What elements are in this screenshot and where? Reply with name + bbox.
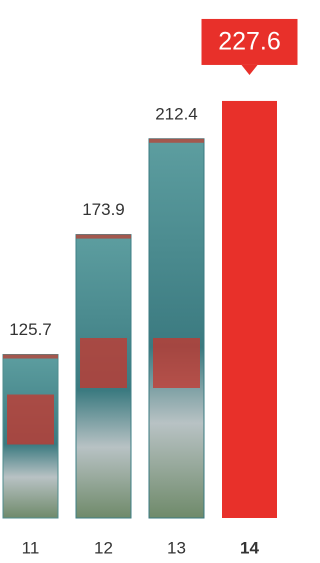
value-label: 125.7 (9, 320, 52, 339)
value-label: 212.4 (155, 104, 198, 123)
bar-photo-detail (3, 355, 58, 359)
bar-photo-detail (80, 338, 127, 388)
chart: 125.7 11 173.9 12 212.4 13 227.6 14 (0, 0, 300, 563)
x-tick-label: 13 (167, 538, 186, 557)
bar (222, 101, 277, 518)
bar-photo-detail (153, 338, 200, 388)
x-tick-label: 12 (94, 538, 113, 557)
callout-pointer (242, 65, 258, 75)
bar (149, 139, 204, 518)
x-tick-label: 14 (240, 538, 259, 557)
value-label: 227.6 (218, 28, 281, 56)
bar-photo-detail (76, 235, 131, 239)
x-tick-label: 11 (22, 538, 40, 557)
bar-photo-detail (7, 395, 54, 445)
value-label: 173.9 (82, 200, 125, 219)
bar-photo-detail (149, 139, 204, 143)
